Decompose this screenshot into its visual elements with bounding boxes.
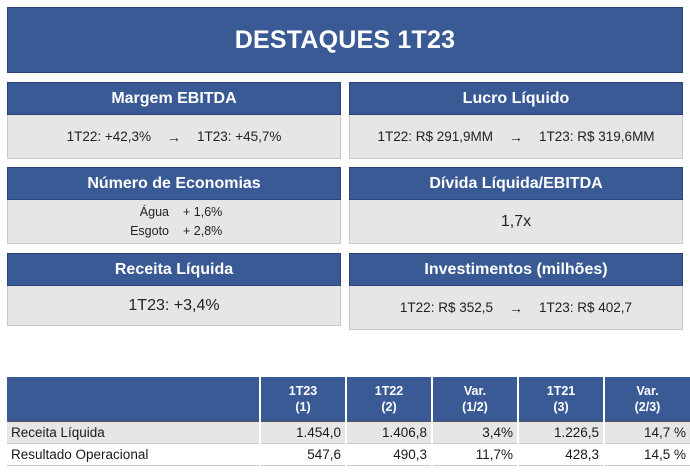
highlights-banner: DESTAQUES 1T23 (7, 7, 683, 73)
column-header: 1T21 (3) (517, 377, 604, 421)
lucro-to: 1T23: R$ 319,6MM (539, 129, 655, 144)
table-cell: 428,3 (517, 442, 604, 466)
table-row: Resultado Operacional 547,6 490,3 11,7% … (7, 442, 690, 466)
card-title: Margem EBITDA (7, 82, 341, 115)
column-header: 1T22 (2) (345, 377, 432, 421)
column-header (7, 377, 260, 421)
lucro-from: 1T22: R$ 291,9MM (377, 129, 493, 144)
table-cell: 490,3 (345, 442, 432, 466)
investimentos-from: 1T22: R$ 352,5 (399, 300, 493, 315)
table-cell: 547,6 (259, 442, 346, 466)
card-body: Água + 1,6% Esgoto + 2,8% (7, 200, 341, 244)
card-investimentos: Investimentos (milhões) 1T22: R$ 352,5 →… (349, 253, 683, 330)
card-title: Número de Economias (7, 167, 341, 200)
column-header: Var. (2/3) (603, 377, 690, 421)
card-body: 1T22: R$ 291,9MM → 1T23: R$ 319,6MM (349, 115, 683, 159)
economias-row-esgoto: Esgoto + 2,8% (109, 222, 239, 241)
table-cell: 3,4% (431, 420, 518, 443)
card-title: Lucro Líquido (349, 82, 683, 115)
table-cell: 1.226,5 (517, 420, 604, 443)
table-row: Receita Líquida 1.454,0 1.406,8 3,4% 1.2… (7, 420, 690, 443)
card-lucro-liquido: Lucro Líquido 1T22: R$ 291,9MM → 1T23: R… (349, 82, 683, 159)
card-body: 1T22: R$ 352,5 → 1T23: R$ 402,7 (349, 286, 683, 330)
arrow-right-icon: → (509, 299, 523, 316)
economias-row-agua: Água + 1,6% (109, 203, 239, 222)
column-header: 1T23 (1) (259, 377, 346, 421)
card-margem-ebitda: Margem EBITDA 1T22: +42,3% → 1T23: +45,7… (7, 82, 341, 159)
economias-value: + 2,8% (183, 223, 223, 238)
card-title: Investimentos (milhões) (349, 253, 683, 286)
economias-label: Esgoto (130, 223, 169, 238)
arrow-right-icon: → (509, 128, 523, 145)
margem-from: 1T22: +42,3% (66, 129, 151, 144)
column-header: Var. (1/2) (431, 377, 518, 421)
card-title: Dívida Líquida/EBITDA (349, 167, 683, 200)
table-cell: 14,7 % (603, 420, 690, 443)
card-numero-economias: Número de Economias Água + 1,6% Esgoto +… (7, 167, 341, 244)
margem-to: 1T23: +45,7% (197, 129, 282, 144)
card-title: Receita Líquida (7, 253, 341, 286)
table-cell: 1.406,8 (345, 420, 432, 443)
card-body: 1T23: +3,4% (7, 286, 341, 326)
card-receita-liquida: Receita Líquida 1T23: +3,4% (7, 253, 341, 326)
economias-value: + 1,6% (183, 204, 223, 219)
row-label: Receita Líquida (7, 420, 260, 443)
divida-value: 1,7x (500, 212, 532, 230)
economias-label: Água (139, 204, 169, 219)
table-cell: 11,7% (431, 442, 518, 466)
table-cell: 1.454,0 (259, 420, 346, 443)
row-label: Resultado Operacional (7, 442, 260, 466)
investimentos-to: 1T23: R$ 402,7 (539, 300, 633, 315)
table-header-row: 1T23 (1) 1T22 (2) Var. (1/2) 1T21 (3) Var. (2… (7, 377, 690, 421)
card-divida-ebitda: Dívida Líquida/EBITDA 1,7x (349, 167, 683, 244)
card-body: 1,7x (349, 200, 683, 244)
card-body: 1T22: +42,3% → 1T23: +45,7% (7, 115, 341, 159)
receita-value: 1T23: +3,4% (128, 296, 220, 314)
arrow-right-icon: → (167, 128, 181, 145)
table-cell: 14,5 % (603, 442, 690, 466)
banner-title: DESTAQUES 1T23 (234, 25, 456, 54)
financial-table: 1T23 (1) 1T22 (2) Var. (1/2) 1T21 (3) Var. (2… (7, 377, 690, 466)
